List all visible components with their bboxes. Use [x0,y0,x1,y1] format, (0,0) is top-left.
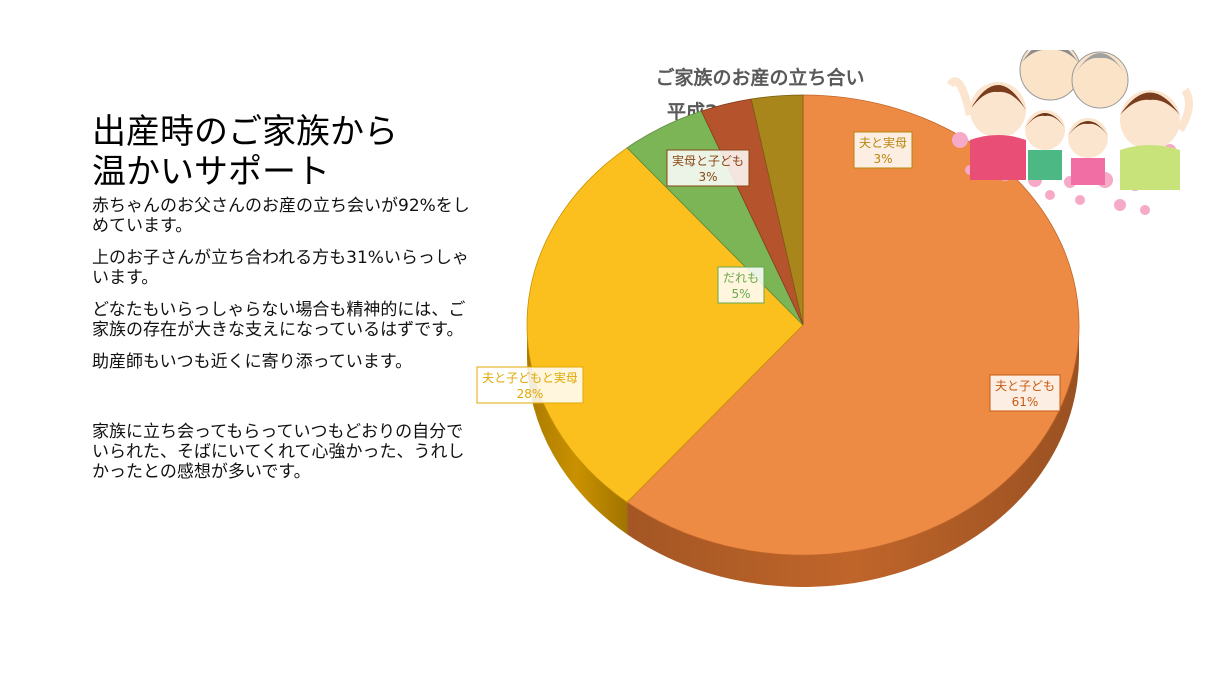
family-illustration-icon [946,50,1193,215]
chart-title-line-1: ご家族のお産の立ち合い [655,66,864,89]
pie-label-box-1 [476,366,584,404]
pie-chart: ご家族のお産の立ち合い 平成28年～平成30年 夫と子ども61%夫と子どもと実母… [476,50,1193,587]
pie-label-name-2: だれも [723,271,759,285]
pie-side-shade-0 [627,325,1079,587]
pie-label-value-4: 3% [873,152,892,166]
pie-slice-1 [526,147,804,503]
paragraph-2: 上のお子さんが立ち合われる方も31%いらっしゃいます。 [92,248,469,288]
title-line-1: 出産時のご家族から [92,112,398,152]
pie-label-box-0 [989,374,1061,412]
pie-label-box-3 [666,149,750,187]
pie-side-layer [527,325,1079,587]
paragraph-4: 助産師もいつも近くに寄り添っています。 [92,352,413,372]
pie-label-box-4 [853,131,913,169]
pie-label-value-3: 3% [698,170,717,184]
pie-label-value-0: 61% [1012,395,1039,409]
title-line-2: 温かいサポート [92,152,330,192]
text-panel: 出産時のご家族から 温かいサポート 赤ちゃんのお父さんのお産の立ち会いが92%を… [92,112,472,494]
pie-side-shade-1 [527,325,628,535]
paragraph-1: 赤ちゃんのお父さんのお産の立ち会いが92%をしめています。 [92,196,470,236]
pie-label-name-1: 夫と子どもと実母 [482,370,578,385]
pie-label-name-0: 夫と子ども [995,379,1055,393]
paragraph-3: どなたもいらっしゃらない場合も精神的には、ご家族の存在が大きな支えになっているは… [92,300,466,340]
pie-label-name-4: 夫と実母 [859,135,907,150]
pie-label-value-1: 28% [517,387,544,401]
pie-labels-layer: 夫と子ども 61% 夫と子どもと実母 28% だれも 5% 実母と子ども 3% 夫と実母 3% [476,131,1061,412]
pie-label-3: 実母と子ども 3% [666,149,750,187]
pie-label-name-3: 実母と子ども [672,153,744,168]
pie-label-1: 夫と子どもと実母 28% [476,366,584,404]
pie-slice-0 [626,94,1080,556]
pie-label-value-2: 5% [731,287,750,301]
pie-label-0: 夫と子ども 61% [989,374,1061,412]
page-title: 出産時のご家族から 温かいサポート [92,112,472,192]
pie-label-box-2 [717,266,765,304]
pie-label-2: だれも 5% [717,266,765,304]
pie-slice-4 [750,94,804,326]
paragraph-5: 家族に立ち会ってもらっていつもどおりの自分でいられた、そばにいてくれて心強かった… [92,422,465,482]
pie-label-4: 夫と実母 3% [853,131,913,169]
